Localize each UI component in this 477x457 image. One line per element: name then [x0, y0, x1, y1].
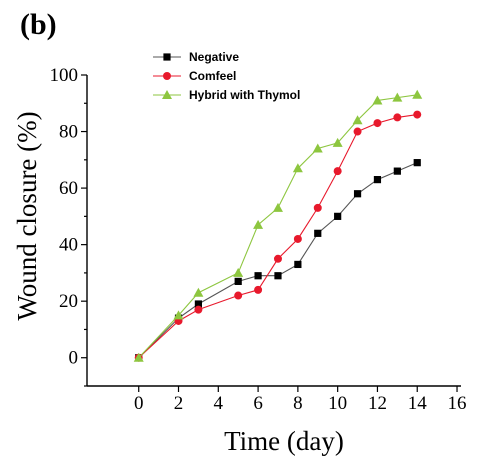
series-layer — [133, 89, 423, 362]
y-tick-label: 80 — [59, 122, 78, 143]
data-point-negative — [353, 190, 362, 198]
data-point-hybrid-with-thymol — [312, 143, 323, 153]
x-axis-ticks: 0 2 4 6 8 10 12 14 16 — [134, 386, 467, 414]
data-point-hybrid-with-thymol — [372, 95, 383, 105]
x-tick-label: 6 — [253, 393, 263, 414]
legend-label: Negative — [189, 50, 239, 64]
data-point-comfeel — [353, 127, 362, 136]
data-point-hybrid-with-thymol — [233, 267, 244, 277]
data-point-negative — [274, 272, 282, 280]
y-tick-label: 40 — [59, 235, 78, 256]
data-point-hybrid-with-thymol — [133, 352, 144, 362]
data-point-comfeel — [254, 285, 263, 294]
data-point-negative — [254, 272, 262, 280]
y-axis-ticks: 0 20 40 60 80 100 — [50, 65, 87, 387]
data-point-comfeel — [293, 234, 302, 243]
series-hybrid-with-thymol — [133, 89, 423, 362]
data-point-hybrid-with-thymol — [193, 287, 204, 297]
data-point-negative — [194, 300, 203, 308]
legend-marker — [163, 72, 171, 80]
legend-item-hybrid-with-thymol: Hybrid with Thymol — [153, 88, 300, 102]
x-tick-label: 10 — [328, 393, 347, 414]
data-point-comfeel — [273, 254, 282, 263]
legend-item-comfeel: Comfeel — [153, 69, 236, 83]
data-point-negative — [393, 167, 401, 175]
data-point-negative — [373, 176, 382, 184]
x-tick-label: 0 — [134, 393, 144, 414]
y-tick-label: 20 — [59, 291, 78, 312]
data-point-negative — [413, 159, 421, 167]
x-tick-label: 12 — [368, 393, 387, 414]
data-point-comfeel — [393, 113, 402, 122]
data-point-hybrid-with-thymol — [392, 92, 403, 102]
x-tick-label: 2 — [174, 393, 184, 414]
data-point-negative — [334, 212, 342, 220]
x-tick-label: 14 — [408, 393, 428, 414]
data-point-hybrid-with-thymol — [352, 115, 363, 125]
data-point-hybrid-with-thymol — [253, 219, 264, 229]
y-axis-title: Wound closure (%) — [12, 111, 42, 320]
x-tick-label: 16 — [448, 393, 467, 414]
x-tick-label: 4 — [214, 393, 224, 414]
legend-item-negative: Negative — [153, 50, 239, 64]
data-point-hybrid-with-thymol — [332, 137, 343, 147]
legend: Negative Comfeel Hybrid with Thymol — [153, 50, 300, 102]
y-tick-label: 100 — [50, 65, 79, 86]
data-point-comfeel — [194, 305, 203, 314]
legend-marker — [162, 90, 172, 99]
legend-marker — [163, 53, 171, 61]
data-point-hybrid-with-thymol — [292, 163, 303, 173]
x-axis-title: Time (day) — [224, 426, 344, 456]
data-point-negative — [314, 229, 322, 237]
data-point-comfeel — [313, 203, 322, 212]
data-point-comfeel — [234, 291, 243, 300]
data-point-hybrid-with-thymol — [272, 202, 283, 212]
data-point-hybrid-with-thymol — [412, 89, 423, 99]
y-tick-label: 0 — [69, 348, 79, 369]
data-point-comfeel — [373, 119, 382, 128]
x-tick-label: 8 — [293, 393, 303, 414]
panel-label: (b) — [20, 8, 57, 41]
y-tick-label: 60 — [59, 178, 78, 199]
legend-label: Hybrid with Thymol — [189, 88, 300, 102]
data-point-negative — [234, 277, 242, 285]
plot-axes — [86, 75, 461, 387]
data-point-comfeel — [413, 110, 422, 119]
data-point-comfeel — [333, 167, 342, 176]
series-comfeel — [134, 110, 422, 362]
data-point-hybrid-with-thymol — [173, 310, 184, 320]
data-point-negative — [294, 260, 302, 269]
legend-label: Comfeel — [189, 69, 236, 83]
